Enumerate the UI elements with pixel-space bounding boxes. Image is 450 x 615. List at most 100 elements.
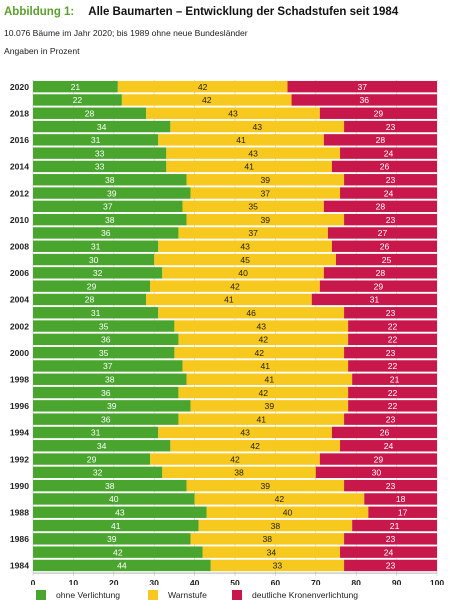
bar-value-label: 29 bbox=[374, 281, 384, 291]
bar-segment bbox=[33, 533, 191, 545]
bar-segment bbox=[319, 107, 437, 119]
bar-segment bbox=[182, 200, 324, 213]
bar-value-label: 43 bbox=[115, 507, 125, 517]
year-tick-label: 1994 bbox=[10, 428, 29, 438]
year-tick-label: 1996 bbox=[10, 401, 29, 411]
bar-segment bbox=[33, 187, 191, 199]
bar-segment bbox=[154, 253, 336, 266]
bar-value-label: 35 bbox=[99, 321, 109, 331]
bar-segment bbox=[33, 227, 179, 239]
bar-segment bbox=[323, 267, 437, 279]
bar-segment bbox=[186, 174, 345, 186]
bar-segment bbox=[344, 533, 437, 545]
year-tick-label: 2004 bbox=[10, 295, 29, 305]
x-tick-label: 20 bbox=[109, 578, 119, 585]
bar-segment bbox=[368, 506, 437, 518]
bar-segment bbox=[158, 426, 332, 439]
bar-segment bbox=[33, 94, 122, 106]
bar-value-label: 29 bbox=[374, 108, 384, 118]
bar-value-label: 34 bbox=[97, 122, 107, 132]
bar-value-label: 41 bbox=[244, 162, 254, 172]
bar-value-label: 41 bbox=[265, 374, 275, 384]
bar-segment bbox=[340, 440, 437, 452]
bar-segment bbox=[158, 134, 324, 146]
legend-label: Warnstufe bbox=[168, 590, 207, 600]
bar-segment bbox=[33, 546, 203, 558]
bar-segment bbox=[348, 400, 437, 412]
bar-segment bbox=[178, 413, 345, 425]
bar-value-label: 27 bbox=[378, 228, 388, 238]
bar-value-label: 25 bbox=[382, 255, 392, 265]
bar-segment bbox=[174, 320, 349, 332]
bar-value-label: 38 bbox=[263, 534, 273, 544]
chart-title: Alle Baumarten – Entwicklung der Schadst… bbox=[88, 6, 399, 18]
bar-value-label: 41 bbox=[224, 295, 234, 305]
bar-value-label: 39 bbox=[261, 481, 271, 491]
bar-value-label: 43 bbox=[240, 428, 250, 438]
bar-value-label: 37 bbox=[103, 202, 113, 212]
title-row: Abbildung 1: Alle Baumarten – Entwicklung… bbox=[4, 6, 446, 18]
bar-segment bbox=[33, 440, 171, 452]
legend-swatch-green bbox=[36, 590, 46, 600]
bar-segment bbox=[323, 134, 437, 146]
bar-value-label: 42 bbox=[198, 82, 208, 92]
year-tick-label: 2006 bbox=[10, 268, 29, 278]
bar-segment bbox=[323, 200, 437, 213]
bar-value-label: 42 bbox=[275, 494, 285, 504]
bar-segment bbox=[331, 240, 437, 252]
bar-segment bbox=[117, 80, 288, 93]
bar-value-label: 28 bbox=[376, 202, 386, 212]
bar-segment bbox=[340, 187, 437, 199]
bar-segment bbox=[186, 213, 345, 226]
bar-value-label: 39 bbox=[261, 215, 271, 225]
bar-segment bbox=[158, 307, 345, 319]
bar-value-label: 28 bbox=[85, 108, 95, 118]
bar-value-label: 46 bbox=[246, 308, 256, 318]
bar-segment bbox=[33, 386, 179, 399]
bar-value-label: 23 bbox=[386, 175, 396, 185]
bar-value-label: 28 bbox=[85, 295, 95, 305]
year-tick-label: 2016 bbox=[10, 135, 29, 145]
bar-value-label: 36 bbox=[359, 95, 369, 105]
bar-value-label: 43 bbox=[252, 122, 262, 132]
bar-segment bbox=[121, 94, 292, 106]
bar-segment bbox=[311, 293, 437, 306]
bar-segment bbox=[319, 280, 437, 292]
bar-value-label: 21 bbox=[390, 521, 400, 531]
bar-value-label: 24 bbox=[384, 441, 394, 451]
bar-segment bbox=[33, 107, 147, 119]
bar-value-label: 23 bbox=[386, 481, 396, 491]
bar-segment bbox=[33, 333, 179, 346]
bar-value-label: 44 bbox=[117, 561, 127, 571]
chart-legend: ohne Verlichtung Warnstufe deutliche Kro… bbox=[36, 590, 446, 606]
bar-segment bbox=[331, 426, 437, 439]
bar-segment bbox=[340, 546, 437, 558]
bar-segment bbox=[315, 466, 437, 479]
bar-segment bbox=[344, 213, 437, 226]
bar-segment bbox=[348, 360, 437, 372]
bar-segment bbox=[348, 386, 437, 399]
bar-segment bbox=[33, 200, 183, 213]
year-tick-label: 2000 bbox=[10, 348, 29, 358]
bar-segment bbox=[352, 519, 437, 532]
bar-segment bbox=[33, 360, 183, 372]
bar-value-label: 41 bbox=[111, 521, 121, 531]
bar-value-label: 23 bbox=[386, 561, 396, 571]
bar-segment bbox=[344, 479, 437, 492]
x-tick-label: 40 bbox=[190, 578, 200, 585]
bar-segment bbox=[33, 466, 163, 479]
bar-value-label: 36 bbox=[101, 414, 111, 424]
year-tick-label: 1992 bbox=[10, 454, 29, 464]
bar-segment bbox=[170, 120, 345, 133]
unit-note: Angaben in Prozent bbox=[4, 46, 80, 56]
bar-value-label: 26 bbox=[380, 241, 390, 251]
bar-value-label: 37 bbox=[261, 188, 271, 198]
bar-value-label: 32 bbox=[93, 268, 103, 278]
x-tick-label: 0 bbox=[31, 578, 36, 585]
bar-segment bbox=[340, 147, 437, 159]
bar-segment bbox=[344, 559, 437, 572]
bar-segment bbox=[344, 346, 437, 359]
bar-value-label: 38 bbox=[271, 521, 281, 531]
figure-label: Abbildung 1: bbox=[4, 6, 75, 18]
bar-segment bbox=[178, 227, 328, 239]
